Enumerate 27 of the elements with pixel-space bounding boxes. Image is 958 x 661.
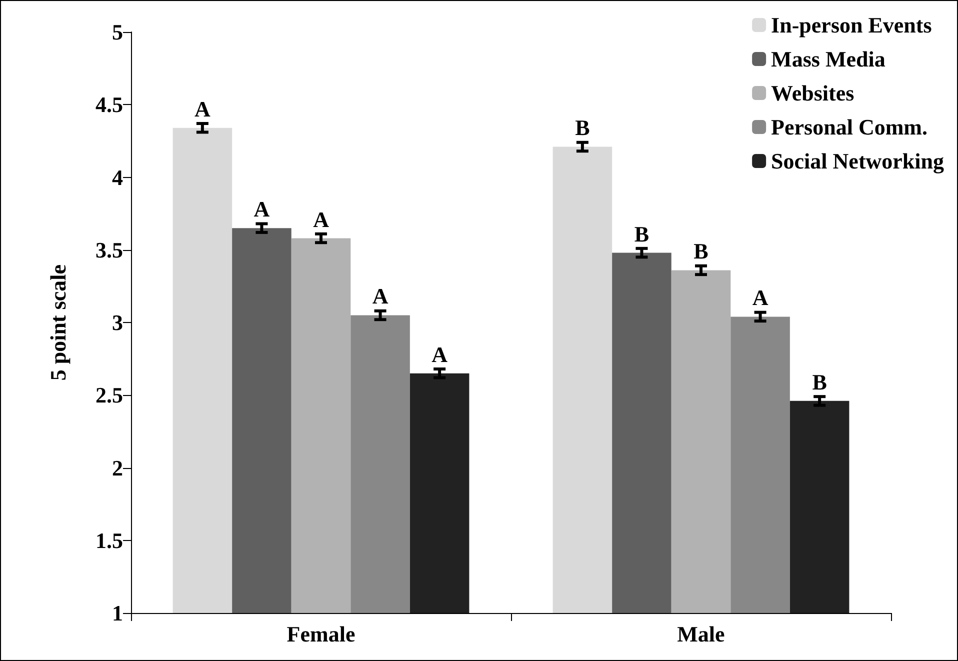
data-label: A: [313, 206, 330, 232]
legend-label: Personal Comm.: [771, 114, 928, 140]
y-tick-label: 2: [112, 455, 123, 480]
data-label: A: [752, 285, 768, 310]
y-tick-label: 1.5: [96, 528, 123, 553]
data-label: B: [575, 115, 590, 140]
data-label: B: [812, 369, 828, 394]
data-label: A: [194, 96, 210, 122]
y-axis-title: 5 point scale: [46, 264, 70, 381]
y-tick-label: 2.5: [96, 382, 123, 408]
data-label: A: [254, 196, 270, 222]
y-tick-label: 1: [112, 600, 123, 626]
y-tick-label: 4.5: [96, 92, 123, 118]
y-tick-label: 3: [112, 310, 123, 335]
data-label: A: [432, 342, 448, 367]
legend-label: Mass Media: [771, 46, 886, 72]
legend-label: Social Networking: [771, 148, 944, 174]
legend-label: Websites: [771, 80, 855, 106]
x-tick-label: Female: [286, 622, 356, 646]
y-tick-label: 4: [112, 164, 123, 190]
legend-label: In-person Events: [771, 12, 932, 38]
data-label: A: [372, 284, 388, 309]
data-label: B: [694, 238, 709, 264]
x-tick-label: Male: [677, 622, 726, 646]
y-tick-label: 5: [112, 20, 123, 44]
data-label: B: [634, 221, 650, 246]
y-tick-label: 3.5: [96, 237, 123, 262]
